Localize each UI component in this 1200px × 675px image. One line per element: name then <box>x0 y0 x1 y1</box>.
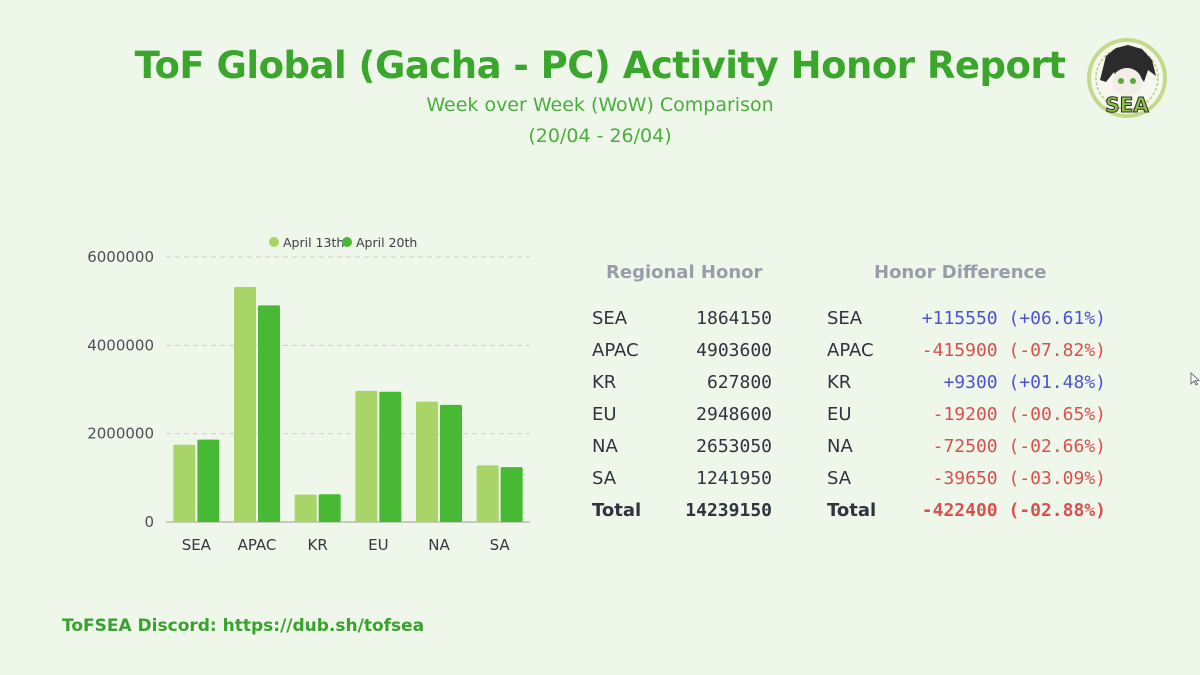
region-honor-value: 14239150 <box>685 500 772 521</box>
x-tick-label: APAC <box>238 536 277 554</box>
report-title: ToF Global (Gacha - PC) Activity Honor R… <box>134 44 1066 87</box>
region-label: NA <box>827 436 853 457</box>
region-honor-value: 1241950 <box>696 468 772 489</box>
difference-row: APAC -415900 (-07.82%) <box>827 340 1106 364</box>
x-tick-label: NA <box>428 536 450 554</box>
legend-marker <box>269 237 279 247</box>
bar-sa-series-1 <box>476 465 499 522</box>
x-tick-label: SA <box>490 536 511 554</box>
regional-row: Total 14239150 <box>592 500 772 524</box>
region-honor-value: 1864150 <box>696 308 772 329</box>
region-label: Total <box>592 500 642 521</box>
x-tick-label: KR <box>308 536 328 554</box>
bar-eu-series-1 <box>355 390 378 522</box>
region-label: EU <box>827 404 852 425</box>
report-date-range: (20/04 - 26/04) <box>528 125 672 147</box>
honor-difference-value: -415900 (-07.82%) <box>921 340 1106 361</box>
legend-label: April 20th <box>356 235 417 250</box>
regional-honor-heading: Regional Honor <box>606 262 763 283</box>
region-honor-value: 2948600 <box>696 404 772 425</box>
legend-marker <box>342 237 352 247</box>
region-label: EU <box>592 404 617 425</box>
x-tick-label: SEA <box>182 536 212 554</box>
y-tick-label: 2000000 <box>87 425 154 443</box>
y-tick-label: 4000000 <box>87 336 154 354</box>
region-label: Total <box>827 500 877 521</box>
region-label: SEA <box>592 308 628 329</box>
bar-sa-series-2 <box>500 467 523 522</box>
logo-text: SEA <box>1105 93 1149 117</box>
honor-difference-value: -72500 (-02.66%) <box>932 436 1106 457</box>
region-label: SA <box>827 468 852 489</box>
region-label: APAC <box>827 340 874 361</box>
discord-link[interactable]: ToFSEA Discord: https://dub.sh/tofsea <box>62 616 425 636</box>
bar-na-series-2 <box>440 404 462 522</box>
difference-row: EU -19200 (-00.65%) <box>827 404 1106 428</box>
region-honor-value: 627800 <box>706 372 772 393</box>
regional-row: SEA 1864150 <box>592 308 772 332</box>
region-label: SA <box>592 468 617 489</box>
region-honor-value: 2653050 <box>696 436 772 457</box>
region-label: NA <box>592 436 618 457</box>
honor-difference-heading: Honor Difference <box>874 262 1047 283</box>
tofsea-logo: SEA <box>1087 38 1167 118</box>
region-label: APAC <box>592 340 639 361</box>
honor-difference-value: -19200 (-00.65%) <box>932 404 1106 425</box>
difference-row: SEA +115550 (+06.61%) <box>827 308 1106 332</box>
bar-sea-series-1 <box>173 444 196 522</box>
region-honor-value: 4903600 <box>696 340 772 361</box>
difference-row: NA -72500 (-02.66%) <box>827 436 1106 460</box>
region-label: KR <box>592 372 617 393</box>
y-tick-label: 0 <box>144 513 154 531</box>
x-tick-label: EU <box>368 536 388 554</box>
difference-row: Total -422400 (-02.88%) <box>827 500 1106 524</box>
regional-row: APAC 4903600 <box>592 340 772 364</box>
bar-sea-series-2 <box>197 439 220 522</box>
bar-kr-series-2 <box>318 494 341 522</box>
honor-difference-value: -39650 (-03.09%) <box>932 468 1106 489</box>
honor-difference-value: +9300 (+01.48%) <box>943 372 1106 393</box>
difference-row: KR +9300 (+01.48%) <box>827 372 1106 396</box>
honor-difference-value: -422400 (-02.88%) <box>921 500 1106 521</box>
y-tick-label: 6000000 <box>87 248 154 266</box>
legend-label: April 13th <box>283 235 344 250</box>
honor-bar-chart: 0 2000000 4000000 6000000 SEA APAC KR EU NA SA Apr… <box>87 235 530 554</box>
bar-kr-series-1 <box>294 494 317 522</box>
bar-na-series-1 <box>416 401 438 522</box>
regional-row: EU 2948600 <box>592 404 772 428</box>
region-label: KR <box>827 372 852 393</box>
bar-apac-series-1 <box>234 287 256 522</box>
region-label: SEA <box>827 308 863 329</box>
difference-row: SA -39650 (-03.09%) <box>827 468 1106 492</box>
bar-apac-series-2 <box>258 305 280 522</box>
regional-row: SA 1241950 <box>592 468 772 492</box>
honor-difference-value: +115550 (+06.61%) <box>921 308 1106 329</box>
regional-row: NA 2653050 <box>592 436 772 460</box>
regional-row: KR 627800 <box>592 372 772 396</box>
mouse-cursor-icon <box>1190 372 1200 386</box>
report-subtitle: Week over Week (WoW) Comparison <box>426 94 774 116</box>
bar-eu-series-2 <box>379 391 402 522</box>
